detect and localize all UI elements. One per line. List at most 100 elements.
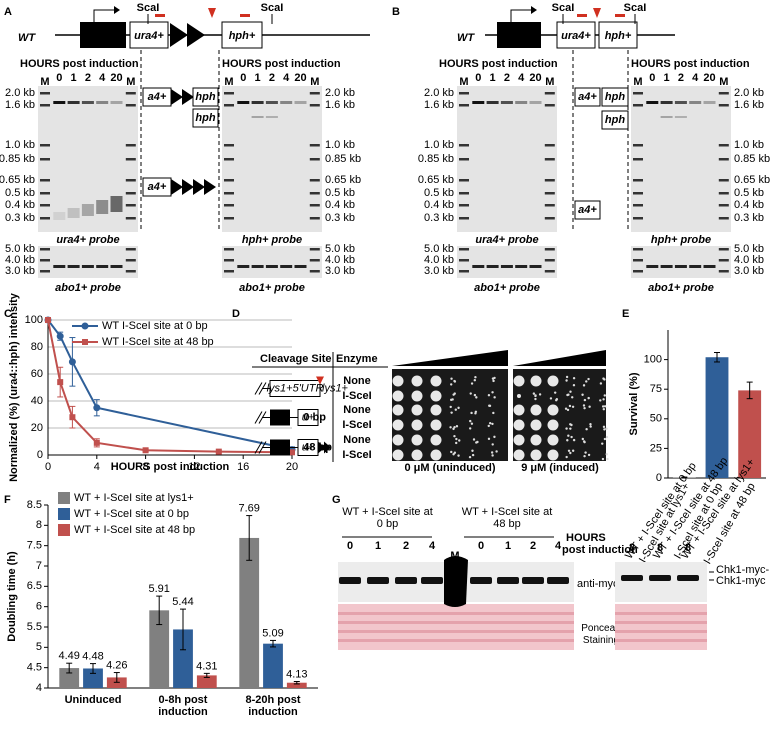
- probe-label: hph+ probe: [651, 234, 711, 246]
- colony: [569, 427, 572, 430]
- colony: [601, 457, 605, 461]
- marker: [69, 414, 76, 421]
- marker-band: [40, 204, 50, 207]
- colony: [470, 422, 474, 425]
- bar: [263, 643, 283, 688]
- colony: [569, 390, 572, 393]
- lane-label: 1: [375, 540, 381, 552]
- y-tick-label: 0: [656, 472, 662, 484]
- enzyme-label: I-SceI: [342, 449, 371, 461]
- x-tick-label: 12: [188, 461, 200, 473]
- lane-label: 2: [530, 540, 536, 552]
- gene-label: g+: [272, 411, 287, 423]
- size-label: 4.0 kb: [734, 254, 764, 266]
- marker-band: [125, 104, 136, 107]
- marker-band: [633, 179, 643, 182]
- band: [677, 575, 699, 581]
- y-tick-label: 100: [644, 354, 662, 366]
- stain-band: [338, 630, 574, 633]
- colony-spot: [430, 419, 442, 431]
- size-label: 0.3 kb: [5, 212, 35, 224]
- y-tick-label: 6.5: [27, 580, 42, 592]
- band: [237, 265, 250, 268]
- size-label: 2.0 kb: [5, 87, 35, 99]
- marker-band: [40, 248, 50, 251]
- colony-spot: [411, 434, 423, 446]
- colony: [455, 441, 458, 445]
- colony: [549, 397, 553, 400]
- marker-band: [544, 179, 555, 182]
- colony-spot: [513, 449, 525, 461]
- bar: [59, 668, 80, 688]
- size-label: 0.65 kb: [734, 174, 770, 186]
- marker-band: [718, 259, 729, 262]
- marker-band: [718, 104, 729, 107]
- band: [280, 265, 293, 268]
- marker-band: [125, 217, 136, 220]
- panel-letter: F: [4, 494, 11, 506]
- colony: [566, 439, 569, 442]
- gene-label: lys1+: [322, 382, 349, 394]
- marker-band: [633, 144, 643, 147]
- colony-spot: [392, 375, 404, 387]
- site-label: ScaI: [261, 2, 284, 14]
- plate-label: 0 μM (uninduced): [404, 462, 495, 474]
- colony: [487, 424, 490, 428]
- lane-label: 4: [283, 72, 290, 84]
- colony: [572, 438, 576, 442]
- colony: [566, 393, 569, 397]
- size-label: 0.4 kb: [5, 199, 35, 211]
- y-tick-label: 75: [650, 383, 662, 395]
- band: [703, 265, 716, 268]
- band: [294, 265, 307, 268]
- colony: [487, 394, 491, 397]
- marker-band: [459, 192, 469, 195]
- size-label: 0.3 kb: [325, 212, 355, 224]
- colony: [567, 449, 571, 452]
- band: [674, 265, 687, 268]
- colony: [532, 392, 536, 395]
- lane-label: 1: [71, 72, 77, 84]
- marker-band: [224, 259, 234, 262]
- panel-letter: C: [4, 308, 12, 320]
- gene-box: [556, 21, 596, 49]
- colony: [605, 453, 608, 456]
- colony-spot: [530, 375, 542, 387]
- colony: [570, 423, 573, 427]
- band: [421, 577, 443, 584]
- fragment-box: [192, 87, 219, 107]
- stain-band: [338, 612, 574, 615]
- marker-band: [544, 92, 555, 95]
- cut-site: [593, 8, 601, 18]
- marker-band: [40, 270, 50, 273]
- legend-label: WT + I-SceI site at lys1+: [74, 492, 194, 504]
- legend-label: WT I-SceI site at 48 bp: [102, 336, 214, 348]
- marker: [56, 332, 64, 340]
- colony: [491, 454, 494, 457]
- marker: [68, 358, 76, 366]
- probe-label: abo1+ probe: [239, 282, 305, 294]
- size-label: 0.5 kb: [734, 187, 764, 199]
- marker-band: [718, 217, 729, 220]
- gel: [631, 86, 731, 232]
- colony: [492, 379, 495, 383]
- colony: [492, 411, 495, 415]
- legend-label: WT + I-SceI site at 0 bp: [74, 508, 189, 520]
- smear: [96, 200, 109, 214]
- lane-label: 4: [555, 540, 562, 552]
- colony: [553, 391, 557, 394]
- site-triangle: [171, 89, 183, 105]
- colony: [601, 442, 604, 445]
- colony-spot: [513, 375, 525, 387]
- band: [660, 101, 673, 104]
- marker-band: [544, 158, 555, 161]
- x-tick-label: 20: [286, 461, 298, 473]
- colony: [491, 443, 494, 446]
- marker-band: [718, 144, 729, 147]
- strain-label: WT: [457, 32, 475, 44]
- smear: [67, 208, 80, 218]
- site-triangle: [324, 441, 331, 454]
- colony: [603, 405, 607, 408]
- band: [500, 265, 513, 268]
